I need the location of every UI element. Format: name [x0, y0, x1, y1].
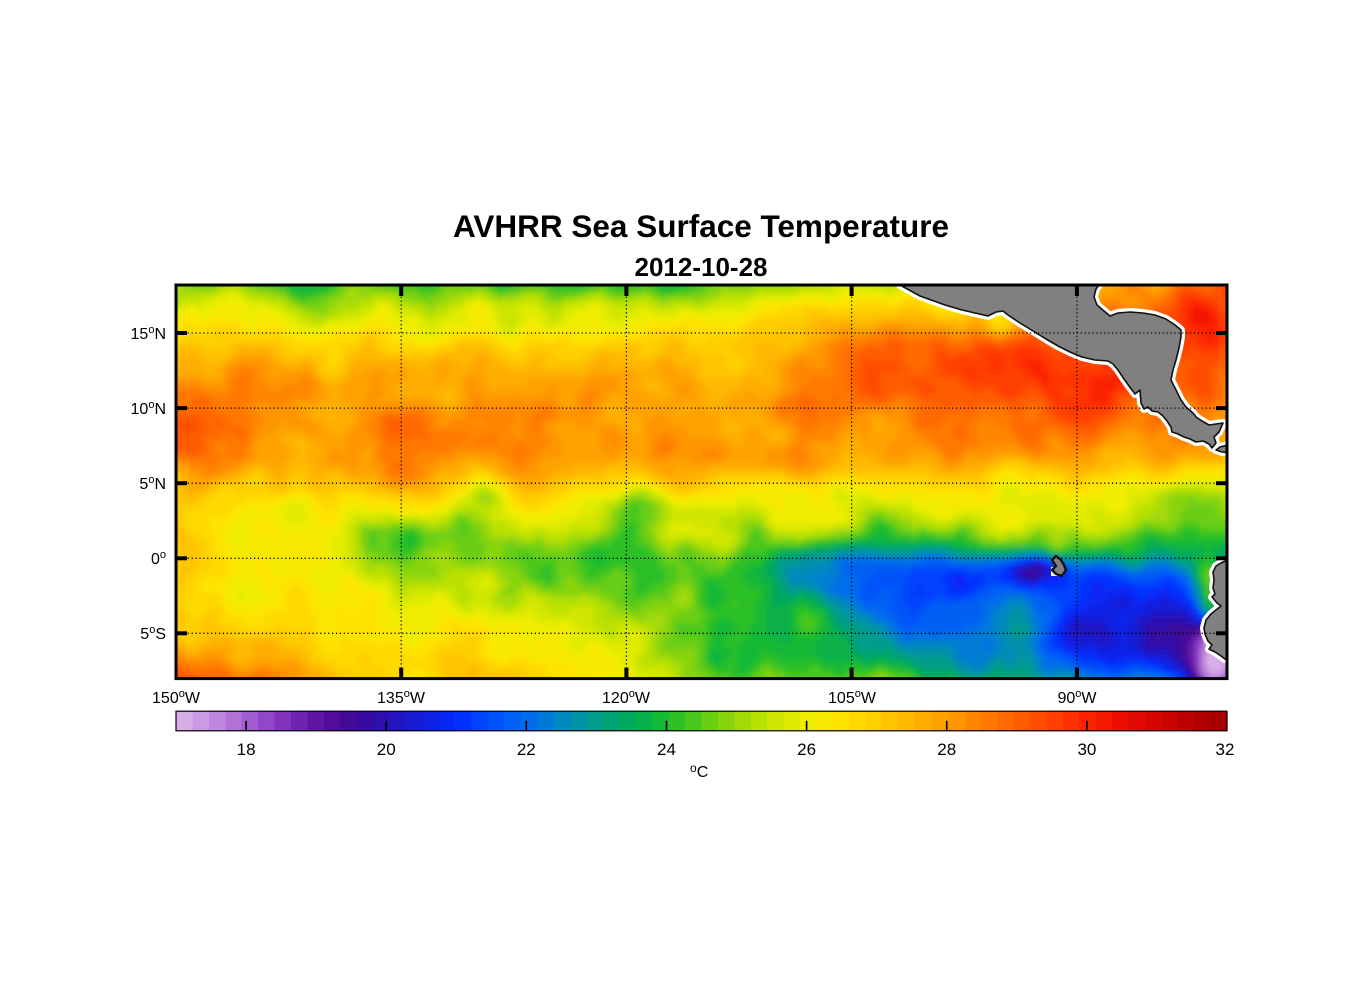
- svg-text:10oN: 10oN: [131, 399, 166, 418]
- svg-text:AVHRR Sea Surface Temperature: AVHRR Sea Surface Temperature: [453, 208, 949, 244]
- svg-text:90oW: 90oW: [1057, 688, 1097, 707]
- svg-text:0o: 0o: [151, 549, 166, 568]
- svg-text:120oW: 120oW: [602, 688, 651, 707]
- svg-text:20: 20: [377, 740, 396, 759]
- svg-text:32: 32: [1216, 740, 1235, 759]
- svg-text:26: 26: [797, 740, 816, 759]
- svg-text:28: 28: [937, 740, 956, 759]
- svg-text:5oS: 5oS: [140, 624, 166, 643]
- svg-text:5oN: 5oN: [139, 474, 166, 493]
- svg-text:22: 22: [517, 740, 536, 759]
- svg-text:150oW: 150oW: [152, 688, 201, 707]
- svg-text:135oW: 135oW: [377, 688, 426, 707]
- svg-text:oC: oC: [690, 761, 708, 781]
- svg-text:30: 30: [1077, 740, 1096, 759]
- svg-text:15oN: 15oN: [131, 324, 166, 343]
- svg-text:2012-10-28: 2012-10-28: [635, 252, 768, 282]
- svg-text:105oW: 105oW: [828, 688, 877, 707]
- svg-text:18: 18: [237, 740, 256, 759]
- svg-text:24: 24: [657, 740, 676, 759]
